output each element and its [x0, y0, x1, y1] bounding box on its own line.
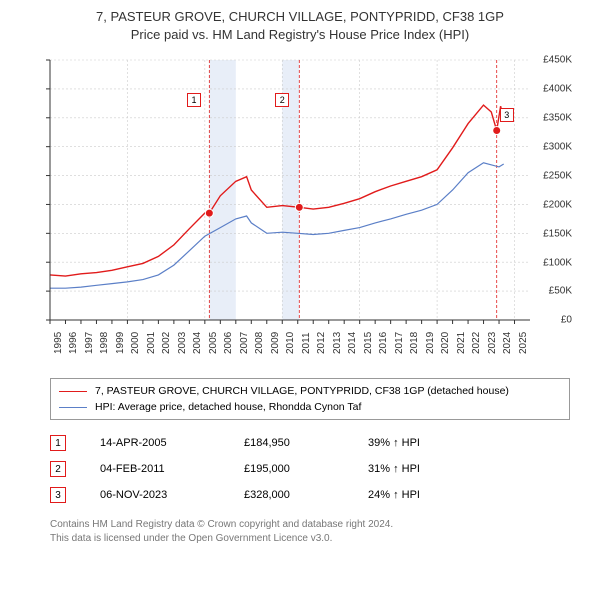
sale-row: 1 14-APR-2005 £184,950 39% ↑ HPI	[50, 430, 570, 456]
sale-price: £328,000	[244, 489, 334, 501]
x-tick-label: 2013	[332, 332, 343, 354]
y-tick-label: £350K	[540, 113, 572, 124]
x-tick-label: 2021	[456, 332, 467, 354]
x-tick-label: 2012	[316, 332, 327, 354]
sale-pct: 31% ↑ HPI	[368, 463, 420, 475]
sale-pct: 39% ↑ HPI	[368, 437, 420, 449]
x-tick-label: 2024	[502, 332, 513, 354]
x-tick-label: 2015	[363, 332, 374, 354]
x-tick-label: 2023	[487, 332, 498, 354]
y-tick-label: £50K	[540, 286, 572, 297]
x-tick-label: 1995	[53, 332, 64, 354]
legend: 7, PASTEUR GROVE, CHURCH VILLAGE, PONTYP…	[50, 378, 570, 420]
chart-area: £0 £50K £100K £150K £200K £250K £300K £350K £400…	[12, 50, 572, 370]
x-tick-label: 2014	[347, 332, 358, 354]
sale-pct: 24% ↑ HPI	[368, 489, 420, 501]
sale-badge: 3	[50, 487, 66, 503]
sale-row: 2 04-FEB-2011 £195,000 31% ↑ HPI	[50, 456, 570, 482]
line-chart	[12, 50, 532, 350]
title-line2: Price paid vs. HM Land Registry's House …	[12, 26, 588, 44]
attribution-line1: Contains HM Land Registry data © Crown c…	[50, 518, 570, 532]
y-tick-label: £300K	[540, 142, 572, 153]
legend-swatch	[59, 407, 87, 408]
x-tick-label: 2006	[223, 332, 234, 354]
x-tick-label: 1999	[115, 332, 126, 354]
sale-price: £184,950	[244, 437, 334, 449]
x-tick-label: 2017	[394, 332, 405, 354]
y-tick-label: £100K	[540, 257, 572, 268]
attribution: Contains HM Land Registry data © Crown c…	[50, 518, 570, 546]
x-tick-label: 2000	[130, 332, 141, 354]
sales-table: 1 14-APR-2005 £184,950 39% ↑ HPI 2 04-FE…	[50, 430, 570, 508]
legend-swatch	[59, 391, 87, 392]
sale-date: 06-NOV-2023	[100, 489, 210, 501]
y-tick-label: £0	[540, 315, 572, 326]
x-tick-label: 2019	[425, 332, 436, 354]
x-tick-label: 1996	[68, 332, 79, 354]
legend-label: 7, PASTEUR GROVE, CHURCH VILLAGE, PONTYP…	[95, 385, 509, 397]
legend-item: 7, PASTEUR GROVE, CHURCH VILLAGE, PONTYP…	[59, 383, 561, 399]
legend-item: HPI: Average price, detached house, Rhon…	[59, 399, 561, 415]
x-tick-label: 2003	[177, 332, 188, 354]
y-tick-label: £150K	[540, 228, 572, 239]
legend-label: HPI: Average price, detached house, Rhon…	[95, 401, 361, 413]
sale-price: £195,000	[244, 463, 334, 475]
x-tick-label: 2008	[254, 332, 265, 354]
x-tick-label: 2005	[208, 332, 219, 354]
sale-badge: 2	[50, 461, 66, 477]
x-tick-label: 2025	[518, 332, 529, 354]
attribution-line2: This data is licensed under the Open Gov…	[50, 532, 570, 546]
x-tick-label: 2010	[285, 332, 296, 354]
x-tick-label: 2009	[270, 332, 281, 354]
x-tick-label: 1998	[99, 332, 110, 354]
sale-badge: 1	[50, 435, 66, 451]
x-tick-label: 2004	[192, 332, 203, 354]
x-tick-label: 2001	[146, 332, 157, 354]
x-tick-label: 2011	[301, 333, 312, 355]
x-tick-label: 2018	[409, 332, 420, 354]
y-tick-label: £200K	[540, 199, 572, 210]
x-tick-label: 2016	[378, 332, 389, 354]
sale-date: 14-APR-2005	[100, 437, 210, 449]
y-tick-label: £250K	[540, 170, 572, 181]
sale-date: 04-FEB-2011	[100, 463, 210, 475]
y-tick-label: £450K	[540, 55, 572, 66]
x-tick-label: 2002	[161, 332, 172, 354]
x-tick-label: 2022	[471, 332, 482, 354]
chart-title: 7, PASTEUR GROVE, CHURCH VILLAGE, PONTYP…	[12, 8, 588, 44]
y-tick-label: £400K	[540, 84, 572, 95]
x-tick-label: 2007	[239, 332, 250, 354]
x-tick-label: 2020	[440, 332, 451, 354]
title-line1: 7, PASTEUR GROVE, CHURCH VILLAGE, PONTYP…	[12, 8, 588, 26]
sale-row: 3 06-NOV-2023 £328,000 24% ↑ HPI	[50, 482, 570, 508]
x-tick-label: 1997	[84, 332, 95, 354]
